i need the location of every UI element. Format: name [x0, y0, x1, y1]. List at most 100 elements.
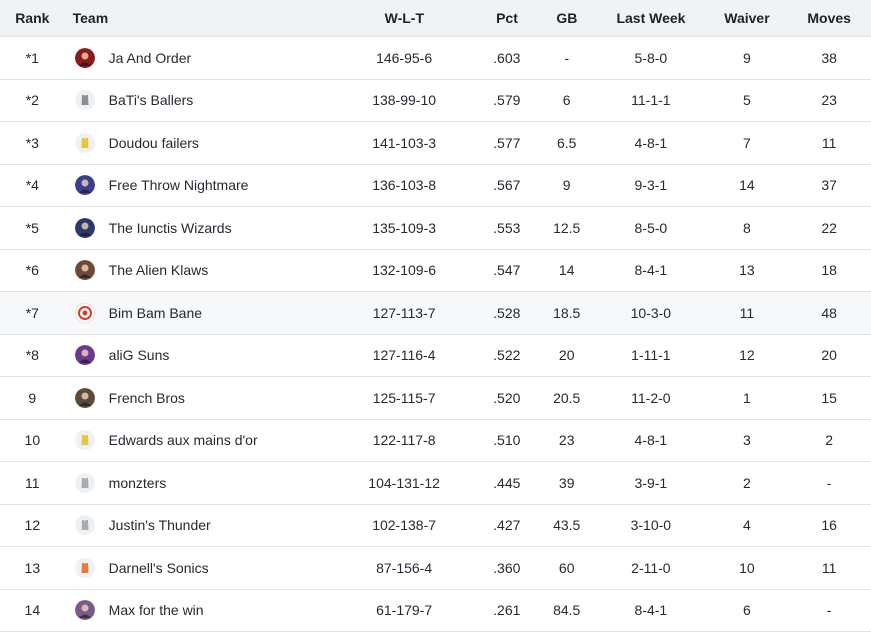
team-name-link[interactable]: Darnell's Sonics	[109, 560, 209, 576]
header-moves[interactable]: Moves	[787, 10, 871, 26]
last-week-cell: 11-2-0	[595, 390, 706, 406]
waiver-cell: 1	[706, 390, 787, 406]
jersey-gray-icon[interactable]	[75, 473, 95, 493]
jersey-gray-icon[interactable]	[75, 90, 95, 110]
jersey-yellow-icon[interactable]	[75, 133, 95, 153]
gb-cell: 23	[538, 432, 595, 448]
pct-cell: .445	[475, 475, 538, 491]
rank-cell: 13	[0, 560, 65, 576]
team-cell: Max for the win	[65, 600, 333, 620]
rank-cell: *4	[0, 177, 65, 193]
team-logo-dark-icon[interactable]	[75, 48, 95, 68]
jersey-gray-icon[interactable]	[75, 515, 95, 535]
team-name-link[interactable]: Free Throw Nightmare	[109, 177, 249, 193]
header-rank[interactable]: Rank	[0, 10, 65, 26]
suns-logo-icon[interactable]	[75, 345, 95, 365]
team-name-link[interactable]: Edwards aux mains d'or	[109, 432, 258, 448]
team-logo-blue-icon[interactable]	[75, 175, 95, 195]
waiver-cell: 7	[706, 135, 787, 151]
team-cell: The Alien Klaws	[65, 260, 333, 280]
gb-cell: 6	[538, 92, 595, 108]
waiver-cell: 2	[706, 475, 787, 491]
moves-cell: 37	[787, 177, 871, 193]
moves-cell: 16	[787, 517, 871, 533]
rank-cell: *3	[0, 135, 65, 151]
waiver-cell: 11	[706, 305, 787, 321]
player-photo-icon[interactable]	[75, 600, 95, 620]
moves-cell: 11	[787, 135, 871, 151]
rank-cell: *6	[0, 262, 65, 278]
last-week-cell: 11-1-1	[595, 92, 706, 108]
header-team[interactable]: Team	[65, 10, 333, 26]
pct-cell: .520	[475, 390, 538, 406]
last-week-cell: 3-10-0	[595, 517, 706, 533]
player-photo-icon[interactable]	[75, 388, 95, 408]
team-name-link[interactable]: BaTi's Ballers	[109, 92, 194, 108]
team-cell: Edwards aux mains d'or	[65, 430, 333, 450]
moves-cell: -	[787, 602, 871, 618]
team-name-link[interactable]: Ja And Order	[109, 50, 192, 66]
moves-cell: 20	[787, 347, 871, 363]
header-last-week[interactable]: Last Week	[595, 10, 706, 26]
last-week-cell: 8-5-0	[595, 220, 706, 236]
header-pct[interactable]: Pct	[476, 10, 539, 26]
moves-cell: 48	[787, 305, 871, 321]
pct-cell: .579	[475, 92, 538, 108]
team-cell: BaTi's Ballers	[65, 90, 333, 110]
header-waiver[interactable]: Waiver	[707, 10, 788, 26]
wizard-logo-icon[interactable]	[75, 218, 95, 238]
moves-cell: 38	[787, 50, 871, 66]
gb-cell: -	[538, 50, 595, 66]
wlt-cell: 132-109-6	[333, 262, 476, 278]
team-name-link[interactable]: Justin's Thunder	[109, 517, 211, 533]
team-name-link[interactable]: The Iunctis Wizards	[109, 220, 232, 236]
player-photo-icon[interactable]	[75, 260, 95, 280]
header-gb[interactable]: GB	[538, 10, 595, 26]
jersey-yellow-icon[interactable]	[75, 430, 95, 450]
gb-cell: 60	[538, 560, 595, 576]
team-cell: monzters	[65, 473, 333, 493]
waiver-cell: 13	[706, 262, 787, 278]
waiver-cell: 4	[706, 517, 787, 533]
team-name-link[interactable]: French Bros	[109, 390, 185, 406]
moves-cell: 2	[787, 432, 871, 448]
wlt-cell: 136-103-8	[333, 177, 476, 193]
team-cell: Justin's Thunder	[65, 515, 333, 535]
pct-cell: .528	[475, 305, 538, 321]
wlt-cell: 104-131-12	[333, 475, 476, 491]
last-week-cell: 4-8-1	[595, 135, 706, 151]
rank-cell: 12	[0, 517, 65, 533]
waiver-cell: 14	[706, 177, 787, 193]
wlt-cell: 141-103-3	[333, 135, 476, 151]
waiver-cell: 3	[706, 432, 787, 448]
pct-cell: .510	[475, 432, 538, 448]
pct-cell: .547	[475, 262, 538, 278]
team-name-link[interactable]: Bim Bam Bane	[109, 305, 202, 321]
team-name-link[interactable]: aliG Suns	[109, 347, 170, 363]
team-name-link[interactable]: The Alien Klaws	[109, 262, 209, 278]
team-cell: French Bros	[65, 388, 333, 408]
pct-cell: .360	[475, 560, 538, 576]
rank-cell: *5	[0, 220, 65, 236]
last-week-cell: 4-8-1	[595, 432, 706, 448]
last-week-cell: 9-3-1	[595, 177, 706, 193]
team-name-link[interactable]: monzters	[109, 475, 167, 491]
jersey-teal-icon[interactable]	[75, 558, 95, 578]
pct-cell: .577	[475, 135, 538, 151]
team-name-link[interactable]: Max for the win	[109, 602, 204, 618]
gb-cell: 14	[538, 262, 595, 278]
rank-cell: *1	[0, 50, 65, 66]
header-wlt[interactable]: W-L-T	[333, 10, 476, 26]
target-logo-icon[interactable]	[75, 303, 95, 323]
moves-cell: 23	[787, 92, 871, 108]
team-name-link[interactable]: Doudou failers	[109, 135, 199, 151]
last-week-cell: 3-9-1	[595, 475, 706, 491]
